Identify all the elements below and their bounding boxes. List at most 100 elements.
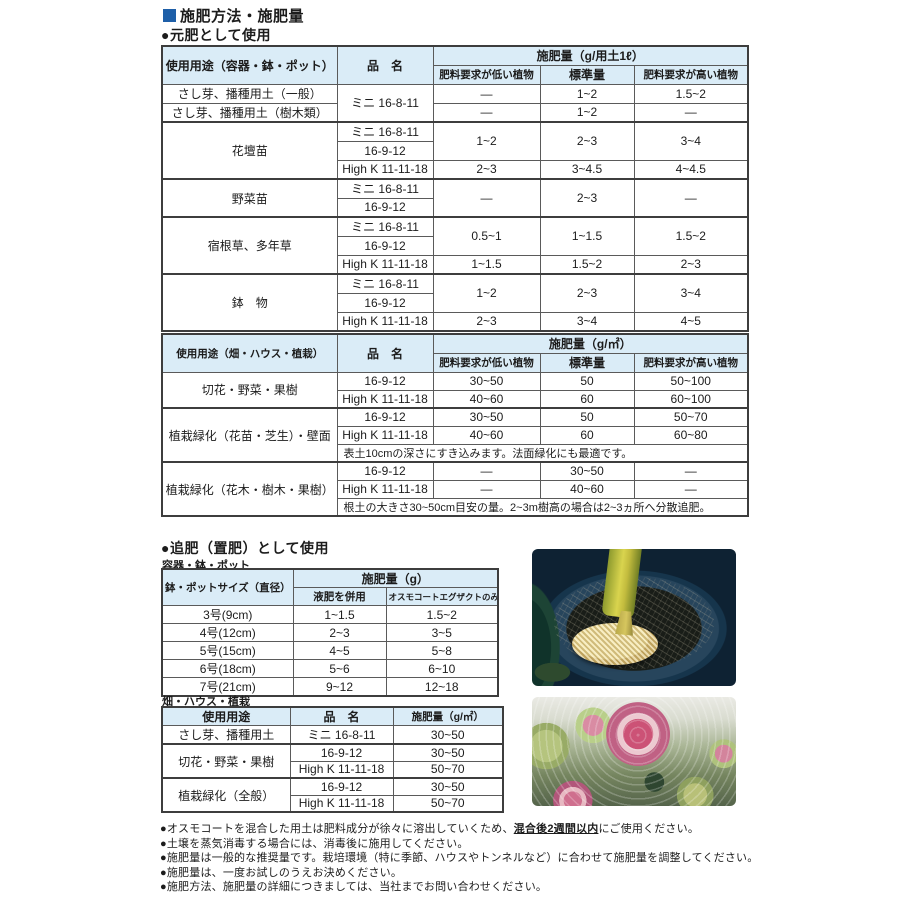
table-row: さし芽、播種用土（一般） ミニ 16-8-11—1~2 1.5~2 xyxy=(161,83,749,123)
table-cell: 16-9-12 xyxy=(336,197,434,218)
table-row: 根土の大きさ30~50cm目安の量。2~3m樹高の場合は2~3ヵ所へ分散追肥。 xyxy=(162,497,749,517)
table-cell: 30~50 xyxy=(432,371,541,391)
table-cell: 1~2 xyxy=(432,121,541,161)
table-cell: 60 xyxy=(539,425,635,445)
base-fertilizer-container-table-wrap: 使用用途（容器・鉢・ポット）品 名施肥量（g/用土1ℓ） 肥料要求が低い植物 標準量… xyxy=(161,45,750,332)
table-row: 花壇苗 ミニ 16-8-11 1~2 2~3 3~4 xyxy=(161,121,749,180)
column-header: 標準量 xyxy=(539,64,635,85)
table-cell: — xyxy=(633,178,749,218)
column-header: 施肥量（g） xyxy=(292,568,499,588)
table-row: 宿根草、多年草 ミニ 16-8-11 0.5~1 1~1.5 1.5~2 xyxy=(161,216,749,275)
fertilizer-granules xyxy=(572,623,658,665)
footnote-line: ●施肥量は一般的な推奨量です。栽培環境（特に季節、ハウスやトンネルなど）に合わせ… xyxy=(160,852,759,864)
table-cell: — xyxy=(633,102,749,123)
table-row: High K 11-11-18—40~60— xyxy=(162,479,749,499)
table-cell: 3~4.5 xyxy=(539,159,635,180)
table-cell: 50~70 xyxy=(633,407,749,427)
table-cell: 30~50 xyxy=(392,725,504,745)
column-header: 品 名 xyxy=(289,706,394,726)
table-cell: 3号(9cm) xyxy=(161,605,294,624)
table-cell: 1~1.5 xyxy=(292,605,387,624)
table-cell: 30~50 xyxy=(432,407,541,427)
topdress-pot-size-table-wrap: 鉢・ポットサイズ（直径） 施肥量（g） 液肥を併用 オスモコートエグザクトのみ 3号(9… xyxy=(161,568,499,697)
table-cell: 50 xyxy=(539,371,635,391)
table-row: 6号(18cm) 5~6 6~10 xyxy=(161,659,499,678)
table-cell: 50~70 xyxy=(392,794,504,813)
table-row: 7号(21cm) 9~12 12~18 xyxy=(161,677,499,697)
table-cell: 宿根草、多年草 xyxy=(161,216,338,275)
table-cell: 16-9-12 xyxy=(336,140,434,161)
header-row: 鉢・ポットサイズ（直径） 施肥量（g） xyxy=(161,568,499,606)
table-row: High K 11-11-18 40~60 60 60~80 xyxy=(162,425,749,445)
table-cell: 16-9-12 xyxy=(289,743,394,762)
table-cell: ミニ 16-8-11 xyxy=(336,178,434,199)
table-cell: 4~5 xyxy=(292,641,387,660)
table-cell: 30~50 xyxy=(392,777,504,796)
table-cell: 2~3 xyxy=(432,159,541,180)
table-cell: 1~2 xyxy=(539,83,635,104)
table-row: 切花・野菜・果樹 16-9-12 30~50 50 50~100 xyxy=(161,371,749,409)
header-row: 肥料要求が低い植物 標準量 肥料要求が高い植物 xyxy=(162,64,749,85)
table-row: 表土10cmの深さにすき込みます。法面緑化にも最適です。 xyxy=(162,443,749,463)
table-cell: — xyxy=(432,102,541,123)
table-cell: 3~4 xyxy=(633,273,749,313)
table-cell: 16-9-12 xyxy=(289,777,394,796)
footnote-line: ●土壌を蒸気消毒する場合には、消毒後に施用してください。 xyxy=(160,837,469,850)
table-cell: 2~3 xyxy=(539,121,635,161)
table-cell: 5~8 xyxy=(385,641,499,660)
page-title-text: 施肥方法・施肥量 xyxy=(180,7,305,25)
table-cell: 植栽緑化（花木・樹木・果樹） xyxy=(161,461,338,517)
table-cell: さし芽、播種用土 xyxy=(161,725,291,745)
header-row: 使用用途（畑・ハウス・植栽）品 名施肥量（g/㎡） xyxy=(161,333,749,373)
table-cell: 1~1.5 xyxy=(432,254,541,275)
table-cell: 4号(12cm) xyxy=(161,623,294,642)
table-cell: 4~5 xyxy=(633,311,749,332)
base-fertilizer-field-table: 使用用途（畑・ハウス・植栽）品 名施肥量（g/㎡） 肥料要求が低い植物 標準量 肥料要… xyxy=(161,333,749,517)
hydrangea-flowers-photo xyxy=(532,697,736,806)
table-cell: さし芽、播種用土（一般） xyxy=(161,83,338,104)
table-cell: — xyxy=(432,479,541,499)
column-header: 使用用途（畑・ハウス・植栽） xyxy=(161,333,338,373)
table-cell: 50~70 xyxy=(392,760,504,779)
table-cell: 30~50 xyxy=(539,461,635,481)
column-header: 標準量 xyxy=(539,352,635,373)
table-row: 植栽緑化（全般） 16-9-12 30~50 xyxy=(161,777,504,813)
column-header: 液肥を併用 xyxy=(292,587,387,606)
table-cell: 60~100 xyxy=(633,389,749,409)
table-cell: 1.5~2 xyxy=(539,254,635,275)
table-cell: 50 xyxy=(539,407,635,427)
table-cell: 7号(21cm) xyxy=(161,677,294,697)
table-cell: — xyxy=(432,83,541,104)
table-cell: 2~3 xyxy=(292,623,387,642)
table-cell: 40~60 xyxy=(539,479,635,499)
table-cell: 1.5~2 xyxy=(633,216,749,256)
column-header: 鉢・ポットサイズ（直径） xyxy=(161,568,294,606)
table-cell: 5号(15cm) xyxy=(161,641,294,660)
table-row: High K 11-11-18 40~60 60 60~100 xyxy=(162,389,749,409)
table-cell: 2~3 xyxy=(432,311,541,332)
table-row: 5号(15cm) 4~5 5~8 xyxy=(161,641,499,660)
table-cell: 1.5~2 xyxy=(385,605,499,624)
header-row: 肥料要求が低い植物 標準量 肥料要求が高い植物 xyxy=(162,352,749,373)
header-row: 使用用途品 名施肥量（g/㎡） xyxy=(161,706,504,726)
table-cell: 12~18 xyxy=(385,677,499,697)
table-cell: High K 11-11-18 xyxy=(336,311,434,332)
table-cell: — xyxy=(633,479,749,499)
table-cell: ミニ 16-8-11 xyxy=(336,83,434,123)
table-row: 植栽緑化（花苗・芝生）・壁面 16-9-12 30~50 50 50~70 xyxy=(161,407,749,463)
base-fertilizer-field-table-wrap: 使用用途（畑・ハウス・植栽）品 名施肥量（g/㎡） 肥料要求が低い植物 標準量 肥料要… xyxy=(161,333,749,517)
table-cell: 9~12 xyxy=(292,677,387,697)
table-cell: 5~6 xyxy=(292,659,387,678)
column-header: 肥料要求が低い植物 xyxy=(432,352,541,373)
table-cell: ミニ 16-8-11 xyxy=(289,725,394,745)
heading-base-fertilizer: ●元肥として使用 xyxy=(161,27,272,43)
table-cell: 2~3 xyxy=(539,178,635,218)
table-cell: 植栽緑化（花苗・芝生）・壁面 xyxy=(161,407,338,463)
table-cell: — xyxy=(432,461,541,481)
header-row: 液肥を併用 オスモコートエグザクトのみ xyxy=(162,587,499,606)
table-cell: 2~3 xyxy=(539,273,635,313)
table-row: 鉢 物ミニ 16-8-11 1~2 2~3 3~4 xyxy=(161,273,749,332)
table-cell: 16-9-12 xyxy=(336,461,434,481)
table-cell: 16-9-12 xyxy=(336,235,434,256)
